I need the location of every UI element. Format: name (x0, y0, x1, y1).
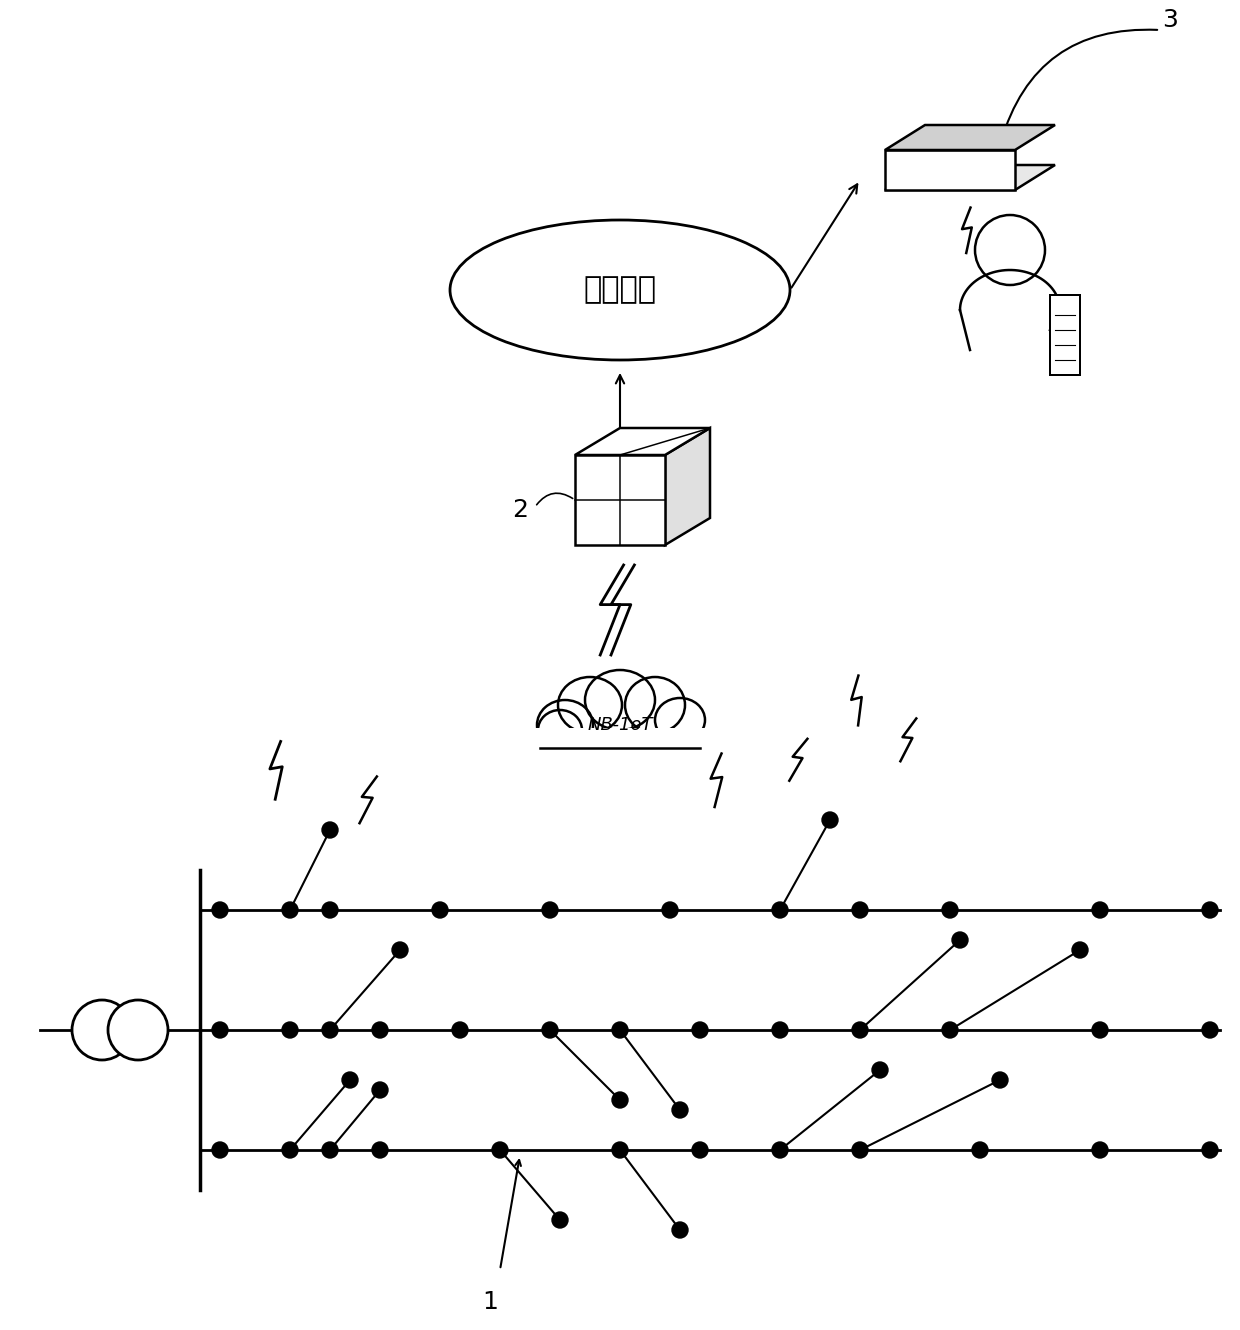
Circle shape (322, 1021, 339, 1037)
Circle shape (852, 902, 868, 918)
Circle shape (852, 1142, 868, 1158)
Circle shape (1092, 902, 1109, 918)
Circle shape (692, 1142, 708, 1158)
Text: 1: 1 (482, 1290, 498, 1314)
Circle shape (281, 1021, 298, 1037)
Circle shape (773, 1021, 787, 1037)
Circle shape (1202, 1142, 1218, 1158)
Ellipse shape (450, 219, 790, 360)
Ellipse shape (537, 700, 593, 750)
Circle shape (372, 1142, 388, 1158)
Text: 监测中心: 监测中心 (584, 275, 656, 305)
Ellipse shape (585, 670, 655, 730)
Circle shape (1202, 902, 1218, 918)
Circle shape (822, 813, 838, 829)
Circle shape (432, 902, 448, 918)
Circle shape (392, 942, 408, 958)
Circle shape (662, 902, 678, 918)
Polygon shape (885, 150, 1016, 190)
Circle shape (108, 1000, 167, 1060)
Polygon shape (575, 455, 665, 545)
Circle shape (453, 1021, 467, 1037)
Circle shape (372, 1083, 388, 1099)
Circle shape (281, 902, 298, 918)
Ellipse shape (558, 677, 622, 733)
Circle shape (613, 1142, 627, 1158)
Text: NB-1oT: NB-1oT (588, 716, 652, 734)
Text: 3: 3 (1162, 8, 1178, 32)
Circle shape (212, 902, 228, 918)
Circle shape (992, 1072, 1008, 1088)
Circle shape (322, 1142, 339, 1158)
Circle shape (692, 1021, 708, 1037)
Circle shape (872, 1061, 888, 1079)
Polygon shape (665, 428, 711, 545)
Circle shape (952, 932, 968, 948)
Polygon shape (534, 728, 706, 755)
Circle shape (212, 1142, 228, 1158)
Circle shape (342, 1072, 358, 1088)
Polygon shape (1050, 295, 1080, 375)
Circle shape (322, 822, 339, 838)
Circle shape (852, 1021, 868, 1037)
Circle shape (212, 1021, 228, 1037)
Ellipse shape (625, 677, 684, 733)
Polygon shape (885, 125, 1055, 150)
Circle shape (1092, 1142, 1109, 1158)
Circle shape (975, 215, 1045, 285)
Circle shape (492, 1142, 508, 1158)
Circle shape (773, 902, 787, 918)
Text: 2: 2 (512, 497, 528, 521)
Circle shape (1073, 942, 1087, 958)
Circle shape (552, 1212, 568, 1228)
Circle shape (72, 1000, 131, 1060)
Polygon shape (885, 165, 1055, 190)
Circle shape (322, 902, 339, 918)
Ellipse shape (538, 710, 582, 750)
Circle shape (942, 1021, 959, 1037)
Circle shape (542, 902, 558, 918)
Polygon shape (575, 428, 711, 455)
Circle shape (613, 1021, 627, 1037)
Circle shape (372, 1021, 388, 1037)
Circle shape (942, 902, 959, 918)
Circle shape (613, 1092, 627, 1108)
Ellipse shape (655, 698, 706, 742)
Circle shape (972, 1142, 988, 1158)
Circle shape (1092, 1021, 1109, 1037)
Circle shape (1202, 1021, 1218, 1037)
Circle shape (281, 1142, 298, 1158)
Circle shape (542, 1021, 558, 1037)
Circle shape (672, 1222, 688, 1238)
Circle shape (672, 1103, 688, 1119)
Circle shape (773, 1142, 787, 1158)
